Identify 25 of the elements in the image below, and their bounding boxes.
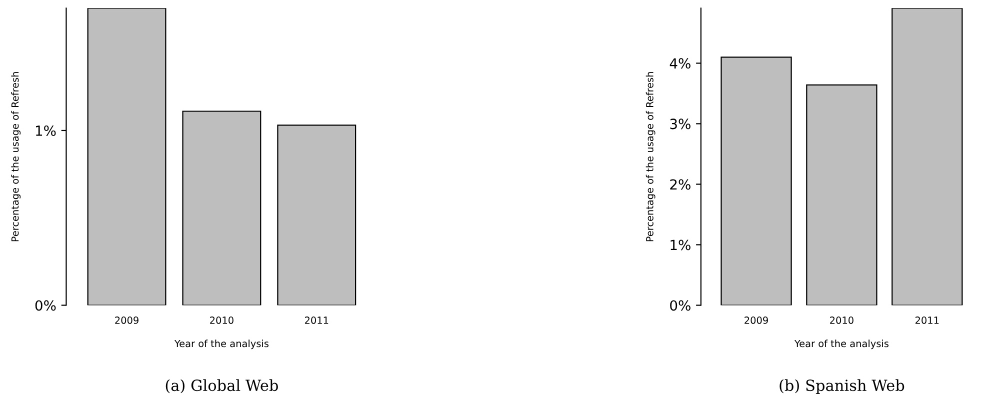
bar (87, 8, 166, 306)
bar (806, 84, 878, 306)
y-tick-label: 0% (670, 300, 690, 311)
text: (b) Spanish Web (780, 379, 904, 394)
y-tick-label: 2% (670, 179, 690, 190)
x-tick-label: 2011 (304, 316, 328, 324)
y-tick-label: 1% (36, 125, 56, 136)
x-axis-title: Year of the analysis (794, 340, 888, 350)
x-tick-label: 2010 (210, 316, 234, 324)
x-axis-title: Year of the analysis (174, 340, 269, 350)
text: (a) Global Web (166, 379, 278, 394)
x-tick-label: 2011 (915, 316, 939, 324)
bar (892, 8, 963, 306)
y-tick-label: 3% (670, 118, 690, 130)
x-tick-label: 2010 (830, 316, 854, 324)
x-tick-label: 2009 (744, 316, 768, 324)
y-axis-title: Percentage of the usage of Refresh (646, 72, 656, 242)
bar (182, 110, 262, 306)
bar (277, 124, 356, 306)
bar (720, 56, 792, 306)
y-tick-label: 4% (670, 58, 690, 69)
y-tick-label: 1% (670, 240, 690, 250)
y-axis-title: Percentage of the usage of Refresh (11, 72, 21, 242)
x-tick-label: 2009 (115, 316, 138, 324)
y-tick-label: 0% (35, 300, 56, 311)
